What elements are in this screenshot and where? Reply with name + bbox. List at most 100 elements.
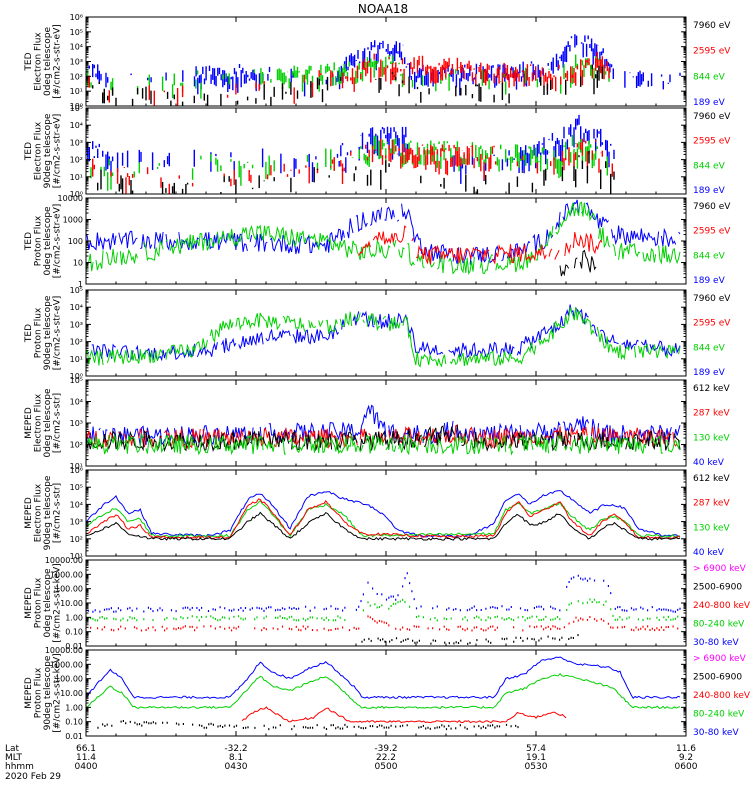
panel-frame (85, 469, 687, 557)
y-tick-label: 0.01 (65, 732, 83, 741)
y-axis-label-line: 90deg telescope (43, 655, 53, 730)
legend-item: 612 keV (693, 384, 730, 394)
panel-meped-p-90: 0.010.101.0010.00100.001000.0010000.00ME… (24, 646, 750, 741)
footer-value: 0400 (75, 762, 98, 772)
panel-meped-p-0: 0.010.101.0010.00100.001000.0010000.00ME… (24, 556, 750, 651)
legend-item: 40 keV (693, 548, 725, 558)
y-axis-label-line: [#/cm2-s-str-keV] (52, 563, 62, 642)
series-group-ted-p-0 (86, 199, 681, 277)
footer-value: 19.1 (526, 753, 546, 763)
y-tick-label: 10⁴ (70, 398, 83, 407)
y-tick-label: 10.00 (60, 689, 83, 698)
y-tick-label: 10³ (70, 58, 83, 67)
footer-value: 22.2 (376, 753, 396, 763)
series-ted-p-90-1 (86, 307, 681, 368)
legend-item: 2500-6900 (693, 673, 742, 683)
series-meped-e-90-1 (86, 499, 681, 538)
y-axis-label: MEPEDElectron Flux90deg telescope[#/cm2-… (24, 475, 63, 550)
series-ted-e-90-3 (86, 150, 615, 194)
y-axis-label-line: [#/cm2-s-str-eV] (52, 114, 62, 189)
series-group-meped-e-90 (86, 490, 681, 541)
series-meped-p-0-1 (86, 598, 679, 622)
y-axis-label-line: MEPED (24, 677, 34, 709)
legend-item: 130 keV (693, 433, 730, 443)
footer-value: 11.4 (76, 753, 96, 763)
legend-item: > 6900 keV (693, 564, 747, 574)
date-label: 2020 Feb 29 (5, 772, 61, 782)
y-tick-label: 10² (70, 338, 83, 347)
legend-item: 189 eV (693, 368, 726, 378)
y-axis-label-line: MEPED (24, 497, 34, 529)
y-tick-label: 10³ (70, 320, 83, 329)
panel-ted-p-90: 10⁰ 10¹ 10² 10³ 10⁴ 10⁵ TEDProton Flux90deg te… (24, 286, 732, 381)
y-axis-label: TEDProton Flux90deg telescope[#/cm2-s-st… (24, 295, 63, 370)
series-ted-p-0-0 (86, 199, 681, 265)
series-meped-e-90-0 (86, 490, 681, 538)
y-axis-label: TEDElectron Flux90deg telescope[#/cm2-s-… (24, 113, 63, 188)
legend-item: 189 eV (693, 276, 726, 286)
y-axis-label-line: MEPED (24, 407, 34, 439)
y-tick-label: 10000.00 (45, 646, 83, 655)
y-tick-label: 10¹ (70, 552, 83, 561)
footer-value: -32.2 (224, 744, 247, 754)
footer-value: 0600 (675, 762, 698, 772)
y-tick-label: 10⁴ (70, 303, 83, 312)
y-tick-label: 100 (68, 237, 83, 246)
y-tick-label: 10¹ (70, 355, 83, 364)
legend-item: 30-80 keV (693, 638, 739, 648)
legend-item: 240-800 keV (693, 691, 750, 701)
y-axis-label-line: 0deg telescope (43, 568, 53, 638)
y-axis-label-line: Electron Flux (33, 32, 43, 91)
y-tick-label: 10² (70, 535, 83, 544)
y-tick-label: 10⁴ (70, 43, 83, 52)
series-meped-e-90-3 (86, 511, 681, 541)
y-tick-label: 10000.00 (45, 556, 83, 565)
y-axis-label-line: 0deg telescope (43, 206, 53, 276)
y-tick-label: 1.00 (65, 703, 83, 712)
series-ted-p-90-0 (87, 304, 681, 362)
legend-item: 844 eV (693, 251, 726, 261)
legend-item: 2500-6900 (693, 583, 742, 593)
series-meped-p-0-2 (86, 615, 679, 632)
y-tick-label: 10⁵ (70, 104, 83, 113)
panel-frame (85, 559, 687, 647)
legend-item: 612 keV (693, 474, 730, 484)
legend-item: 2595 eV (693, 137, 731, 147)
y-axis-label-line: Electron Flux (33, 393, 43, 452)
y-tick-label: 100.00 (55, 585, 83, 594)
footer-value: 0530 (525, 762, 548, 772)
y-tick-label: 1 (78, 280, 83, 289)
y-axis-label-line: [#/cm2-s-str-keV] (52, 653, 62, 732)
legend-item: 7960 eV (693, 21, 731, 31)
y-tick-label: 1000.00 (50, 660, 83, 669)
y-tick-label: 10¹ (70, 173, 83, 182)
y-tick-label: 0.10 (65, 628, 83, 637)
y-tick-label: 10⁶ (70, 466, 83, 475)
y-axis-label-line: 0deg telescope (43, 27, 53, 97)
y-tick-label: 1000.00 (50, 570, 83, 579)
y-axis-label: TEDProton Flux0deg telescope[#/cm2-s-str… (24, 204, 63, 279)
legend-item: 189 eV (693, 98, 726, 108)
y-tick-label: 10000 (58, 194, 83, 203)
y-axis-label-line: Electron Flux (33, 483, 43, 542)
legend-item: 844 eV (693, 72, 726, 82)
series-meped-e-0-3 (86, 432, 681, 456)
y-tick-label: 10² (70, 441, 83, 450)
series-meped-p-90-0 (86, 656, 681, 700)
y-axis-label-line: TED (24, 142, 34, 161)
y-tick-label: 100.00 (55, 675, 83, 684)
series-ted-p-0-2 (358, 225, 603, 265)
y-axis-label-line: Electron Flux (33, 121, 43, 180)
legend-item: 40 keV (693, 458, 725, 468)
legend-item: 80-240 keV (693, 620, 745, 630)
y-axis-label-line: [#/cm2-s-str] (52, 483, 62, 543)
y-tick-label: 10³ (70, 419, 83, 428)
legend-item: 130 keV (693, 523, 730, 533)
y-tick-label: 10⁵ (70, 376, 83, 385)
legend-item: 844 eV (693, 343, 726, 353)
series-meped-p-0-0 (86, 572, 681, 613)
y-tick-label: 10⁴ (70, 121, 83, 130)
legend-item: 240-800 keV (693, 601, 750, 611)
y-axis-label-line: [#/cm2-s-str-eV] (52, 24, 62, 99)
footer-value: 9.2 (679, 753, 693, 763)
